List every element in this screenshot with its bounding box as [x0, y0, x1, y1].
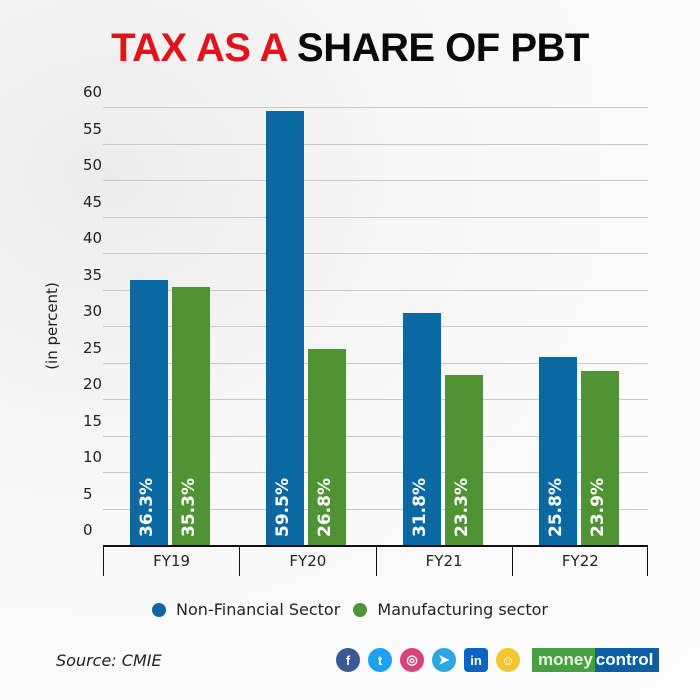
y-tick-label: 30: [83, 302, 103, 320]
x-axis-end-tick: [647, 547, 648, 576]
gridline: [103, 399, 648, 400]
facebook-icon[interactable]: f: [336, 648, 360, 672]
koo-icon[interactable]: ☺: [496, 648, 520, 672]
x-axis-line: [103, 545, 648, 547]
social-icons: f t ◎ ➤ in ☺: [336, 648, 520, 672]
bar-manufacturing-fy19: 35.3%: [172, 287, 210, 545]
bar-value-label: 23.9%: [587, 478, 608, 537]
legend-label-manufacturing: Manufacturing sector: [377, 600, 548, 619]
bar-manufacturing-fy22: 23.9%: [580, 370, 619, 545]
bar-manufacturing-fy21: 23.3%: [444, 374, 483, 545]
y-tick-label: 40: [83, 229, 103, 247]
legend-label-non-financial: Non-Financial Sector: [176, 600, 341, 619]
gridline: [103, 472, 648, 473]
y-tick-label: 20: [83, 375, 103, 393]
linkedin-icon[interactable]: in: [464, 648, 488, 672]
chart-title: TAX AS A SHARE OF PBT: [0, 26, 700, 71]
twitter-icon[interactable]: t: [368, 648, 392, 672]
bar-non_financial-fy20: 59.5%: [266, 110, 305, 545]
gridline: [103, 289, 648, 291]
brand-money: money: [532, 648, 595, 672]
bar-value-label: 26.8%: [315, 478, 336, 537]
gridline: [103, 362, 648, 364]
x-category-fy22: FY22: [511, 547, 648, 576]
legend-item-non-financial: Non-Financial Sector: [152, 600, 340, 619]
bar-manufacturing-fy20: 26.8%: [308, 349, 347, 545]
y-tick-label: 5: [83, 484, 93, 503]
bar-value-label: 59.5%: [273, 478, 294, 537]
brand-control: control: [594, 648, 660, 672]
x-category-fy21: FY21: [375, 547, 512, 576]
gridline: [103, 107, 648, 108]
bar-non_financial-fy21: 31.8%: [402, 312, 441, 545]
gridline: [103, 180, 648, 181]
plot-area: 0 5 10 15 20 25 30 35 40 45 50 55 60 36.3% 35.3% 59.5% 2…: [83, 83, 648, 546]
telegram-icon[interactable]: ➤: [432, 648, 456, 672]
y-tick-label: 45: [83, 192, 103, 211]
legend: Non-Financial Sector Manufacturing secto…: [0, 600, 700, 621]
y-tick-label: 15: [83, 411, 103, 430]
title-red-part: TAX AS A: [111, 26, 287, 70]
y-tick-label: 0: [83, 521, 93, 539]
y-tick-label: 35: [83, 265, 103, 284]
x-category-fy19: FY19: [103, 547, 239, 576]
bar-non_financial-fy22: 25.8%: [538, 356, 577, 545]
legend-dot-green-icon: [353, 602, 368, 617]
bar-value-label: 25.8%: [545, 478, 566, 537]
y-tick-label: 60: [83, 83, 103, 101]
gridline: [103, 253, 648, 254]
gridline: [103, 143, 648, 145]
y-tick-label: 25: [83, 338, 103, 357]
bar-value-label: 35.3%: [179, 478, 199, 537]
legend-dot-blue-icon: [152, 602, 167, 617]
bar-value-label: 36.3%: [137, 478, 157, 537]
x-category-fy20: FY20: [239, 547, 375, 576]
gridline: [103, 508, 648, 510]
title-black-part: SHARE OF PBT: [297, 26, 589, 70]
moneycontrol-logo: money control: [532, 648, 660, 672]
gridline: [103, 435, 648, 437]
gridline: [103, 216, 648, 218]
gridline: [103, 326, 648, 327]
y-axis-label: (in percent): [43, 282, 61, 370]
source-note: Source: CMIE: [56, 651, 162, 670]
instagram-icon[interactable]: ◎: [400, 648, 424, 672]
bar-value-label: 23.3%: [451, 478, 472, 537]
y-tick-label: 55: [83, 119, 103, 138]
y-tick-label: 10: [83, 448, 103, 466]
y-tick-label: 50: [83, 156, 103, 174]
legend-item-manufacturing: Manufacturing sector: [353, 600, 548, 619]
bar-non_financial-fy19: 36.3%: [130, 280, 168, 545]
bar-value-label: 31.8%: [409, 478, 430, 537]
